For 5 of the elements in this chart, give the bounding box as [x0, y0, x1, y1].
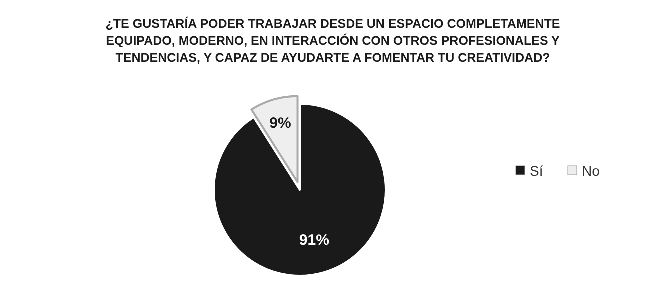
data-label: 91%: [299, 232, 330, 249]
data-label: 9%: [270, 115, 292, 132]
chart-title: ¿TE GUSTARÍA PODER TRABAJAR DESDE UN ESPACIO COMPLETAMENTE EQUIPADO, MODERNO, EN INTERACCIÓN CON OTROS PROFESIONALES Y TENDENCIAS, Y CAPAZ DE AYUDARTE A FOMENTAR TU CREATIVIDAD?: [106, 16, 561, 65]
legend-label: No: [582, 162, 600, 179]
legend-label: Sí: [530, 162, 544, 179]
